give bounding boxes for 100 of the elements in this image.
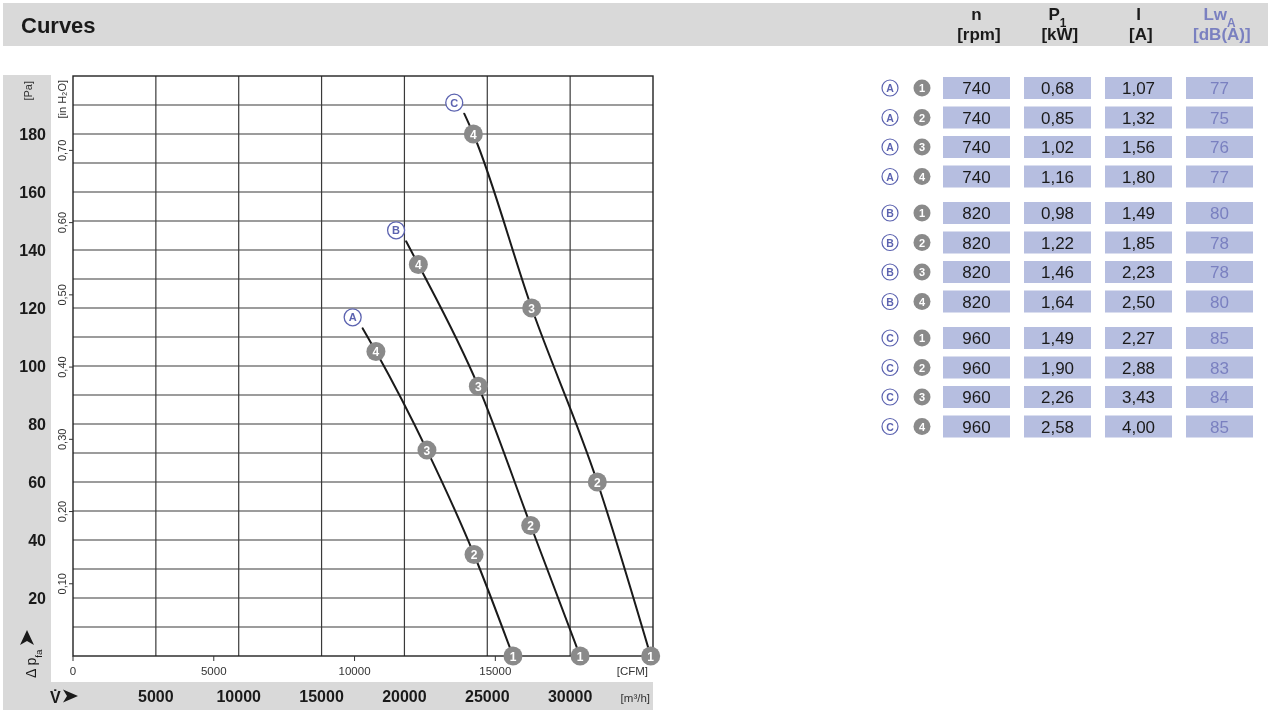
data-label: 1,46 [1040, 263, 1075, 282]
x2-tick-label: 0 [69, 665, 77, 677]
data-label: 1,90 [1040, 358, 1075, 378]
x-tick-label: 25000 [465, 688, 510, 705]
data-label: 960 [962, 417, 991, 437]
x-tick-label: I [A] [1124, 5, 1153, 44]
data-label: 1,02 [1040, 138, 1075, 157]
y-tick-label: 80 [28, 416, 47, 433]
data-label: 820 [962, 263, 991, 282]
y-tick-label: 140 [19, 242, 47, 259]
y2-tick-label: 1 [918, 207, 926, 219]
data-label: 1,80 [1121, 167, 1156, 187]
annotation: 1 [509, 649, 517, 664]
annotation: 2 [527, 519, 535, 533]
y2-tick-label: 0,70 [56, 139, 68, 162]
y2-tick-label: 3 [918, 266, 926, 278]
y-tick-label: 160 [19, 184, 47, 201]
data-label: 820 [962, 292, 991, 312]
data-label: 1,49 [1040, 329, 1075, 348]
y2-tick-label: 1 [918, 82, 926, 94]
data-label: 1,64 [1040, 292, 1075, 312]
y2-tick-label: 2 [918, 361, 926, 374]
y2-tick-label: 3 [918, 141, 926, 153]
data-label: 2,50 [1121, 292, 1156, 312]
data-label: 0,98 [1040, 204, 1075, 223]
data-label: 740 [962, 79, 991, 98]
data-label: 75 [1210, 108, 1229, 128]
data-label: 85 [1210, 417, 1229, 437]
y-tick-label: 100 [19, 358, 47, 375]
y2-tick-label: 4 [918, 295, 926, 308]
data-label: 740 [962, 138, 991, 157]
data-label: 740 [962, 108, 991, 128]
data-label: 2,23 [1121, 263, 1156, 282]
x-tick-label: 5000 [138, 688, 174, 705]
y-tick-label: 180 [19, 126, 47, 143]
data-label: 1,49 [1121, 204, 1156, 223]
x-tick-label: 30000 [547, 688, 593, 705]
data-label: 76 [1210, 138, 1229, 157]
data-label: 78 [1210, 233, 1229, 253]
x-tick-label: 10000 [216, 688, 262, 705]
annotation: 4 [372, 345, 380, 359]
data-label: 77 [1210, 79, 1229, 98]
text: [Pa] [22, 81, 34, 101]
y-tick-label: C [886, 391, 895, 403]
data-label: 4,00 [1121, 417, 1156, 437]
data-label: 80 [1210, 292, 1229, 312]
x-tick-label: P$_{1}$ [kW] [1036, 5, 1079, 44]
y-tick-label: A [886, 170, 895, 183]
y2-axis-title: [in H₂O] [56, 80, 68, 119]
x2-axis-title: [CFM] [616, 665, 648, 677]
y-tick-label: B [886, 266, 895, 278]
data-label: 2,58 [1040, 417, 1075, 437]
x-tick-label: Lw$_{A}$ [dB(A)] [1188, 5, 1251, 44]
y2-tick-label: 2 [918, 111, 926, 124]
y-tick-label: B [886, 207, 895, 219]
y-tick-label: A [886, 111, 895, 124]
y2-tick-label: 0,40 [56, 356, 68, 378]
x2-tick-label: 5000 [200, 665, 227, 677]
y-tick-label: B [886, 295, 895, 308]
x-axis-title: V̇ [50, 688, 61, 706]
series-label: A [348, 311, 357, 324]
data-label: 84 [1210, 388, 1229, 407]
x2-tick-label: 10000 [338, 665, 371, 677]
data-label: 960 [962, 329, 991, 348]
y2-tick-label: 0,50 [56, 284, 68, 306]
data-label: 1,07 [1121, 79, 1156, 98]
data-label: 83 [1210, 358, 1229, 378]
y-tick-label: 60 [28, 474, 47, 491]
y2-tick-label: 0,10 [56, 573, 68, 595]
data-label: 2,27 [1121, 329, 1156, 348]
data-label: 3,43 [1121, 388, 1156, 407]
annotation: 3 [423, 443, 431, 458]
y2-tick-label: 1 [918, 332, 926, 344]
y-tick-label: 120 [19, 300, 47, 317]
y-tick-label: A [886, 82, 895, 94]
data-label: 2,88 [1121, 358, 1156, 378]
x-tick-label: 20000 [382, 688, 427, 705]
data-label: 85 [1210, 329, 1229, 348]
y2-tick-label: 0,60 [56, 211, 68, 234]
annotation: 4 [415, 258, 422, 272]
series-label: B [392, 224, 401, 237]
text: [m³/h] [620, 692, 650, 704]
y2-tick-label: 4 [918, 170, 926, 183]
data-label: 1,22 [1040, 233, 1075, 253]
data-label: 960 [962, 358, 991, 378]
data-label: 820 [962, 233, 991, 253]
x-tick-label: 15000 [299, 688, 344, 705]
annotation: 4 [470, 127, 478, 142]
data-label: 1,56 [1121, 138, 1156, 157]
y2-tick-label: 3 [918, 391, 926, 403]
data-label: 78 [1210, 263, 1229, 282]
x2-tick-label: 15000 [479, 665, 512, 677]
data-label: 740 [962, 167, 991, 187]
chart-title: Curves [21, 13, 96, 38]
y2-tick-label: 2 [918, 236, 926, 249]
series-label: C [450, 96, 459, 109]
y-tick-label: 20 [28, 590, 47, 607]
data-label: 77 [1210, 167, 1229, 187]
y-tick-label: A [886, 141, 895, 153]
y-tick-label: C [886, 332, 895, 344]
